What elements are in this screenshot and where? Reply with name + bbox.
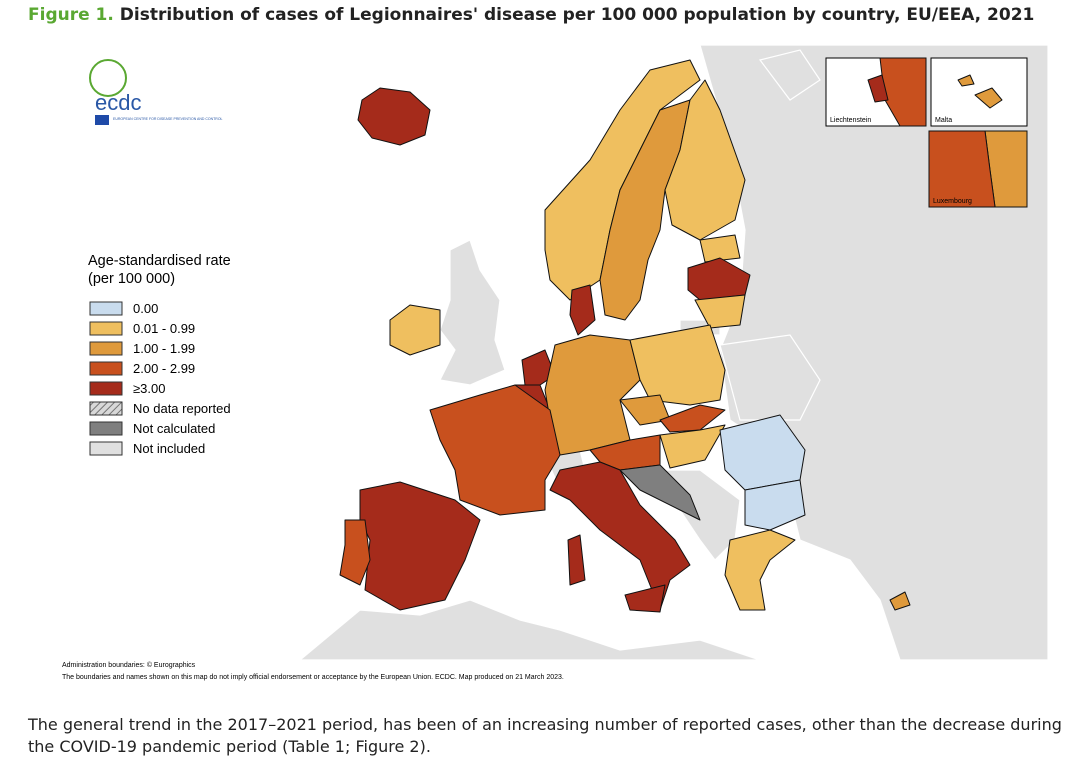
legend: Age-standardised rate (per 100 000) 0.00… xyxy=(88,253,231,456)
legend-label: ≥3.00 xyxy=(133,381,165,396)
legend-swatch xyxy=(89,381,123,396)
legend-swatch xyxy=(89,441,123,456)
ecdc-logo: ecdc EUROPEAN CENTRE FOR DISEASE PREVENT… xyxy=(89,59,223,125)
legend-label: No data reported xyxy=(133,401,231,416)
footnote: Administration boundaries: © Eurographic… xyxy=(62,661,196,669)
legend-label: 0.00 xyxy=(133,301,158,316)
legend-label: Not included xyxy=(133,441,205,456)
logo-subtext: EUROPEAN CENTRE FOR DISEASE PREVENTION A… xyxy=(113,117,223,121)
legend-label: 2.00 - 2.99 xyxy=(133,361,195,376)
insets: Liechtenstein Malta Luxembourg xyxy=(825,57,1028,208)
legend-items: 0.00 0.01 - 0.99 1.00 - 1.99 2.00 - 2.99 ≥3.… xyxy=(89,301,231,456)
map: ecdc EUROPEAN CENTRE FOR DISEASE PREVENT… xyxy=(60,44,1049,681)
inset-label: Liechtenstein xyxy=(830,117,871,124)
legend-label: Not calculated xyxy=(133,421,215,436)
figure-label: Figure 1. xyxy=(28,5,114,25)
legend-swatch xyxy=(89,321,123,336)
logo-text: ecdc xyxy=(95,90,141,115)
footnote: The boundaries and names shown on this m… xyxy=(62,674,564,681)
legend-label: 0.01 - 0.99 xyxy=(133,321,195,336)
inset-label: Luxembourg xyxy=(933,198,972,205)
body-text: The general trend in the 2017–2021 perio… xyxy=(28,715,1062,756)
countries xyxy=(339,59,911,613)
legend-swatch xyxy=(89,401,123,416)
figure-title: Figure 1. Distribution of cases of Legio… xyxy=(28,5,1034,25)
legend-swatch xyxy=(89,361,123,376)
figure-title-text: Distribution of cases of Legionnaires' d… xyxy=(119,5,1035,25)
legend-label: 1.00 - 1.99 xyxy=(133,341,195,356)
legend-title: Age-standardised rate xyxy=(88,253,231,269)
legend-title: (per 100 000) xyxy=(88,271,175,287)
inset-label: Malta xyxy=(935,117,952,124)
legend-swatch xyxy=(89,341,123,356)
legend-swatch xyxy=(89,301,123,316)
legend-swatch xyxy=(89,421,123,436)
